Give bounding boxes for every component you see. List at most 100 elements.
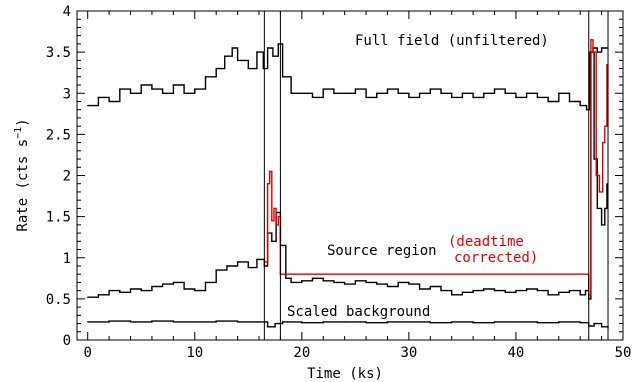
x-axis-label: Time (ks) <box>307 366 383 382</box>
x-tick-label: 40 <box>508 345 525 361</box>
data-point <box>290 92 292 94</box>
data-point <box>256 258 258 260</box>
data-point <box>119 291 121 293</box>
data-point <box>504 291 506 293</box>
data-point <box>547 100 549 103</box>
data-point <box>247 67 249 70</box>
data-point <box>236 321 239 323</box>
data-point <box>536 96 538 98</box>
annotation-deadtime-line2: corrected) <box>454 250 538 266</box>
data-point <box>386 285 389 288</box>
data-point <box>236 59 239 61</box>
data-point <box>333 92 335 94</box>
data-point <box>262 67 264 70</box>
data-point <box>204 76 207 78</box>
x-tick-label: 10 <box>186 345 203 361</box>
data-point <box>301 280 303 282</box>
data-point <box>140 290 142 292</box>
data-point <box>365 96 367 98</box>
data-point <box>365 281 367 284</box>
data-point <box>354 88 356 90</box>
data-point <box>595 174 597 177</box>
data-point <box>256 51 258 53</box>
data-point <box>272 55 274 57</box>
data-point <box>429 322 431 324</box>
data-point <box>568 100 571 103</box>
data-point <box>281 76 284 78</box>
data-point <box>236 261 239 263</box>
data-point <box>515 321 517 323</box>
data-point <box>376 283 378 285</box>
data-point <box>194 88 196 90</box>
data-point <box>277 216 279 218</box>
data-point <box>584 290 587 292</box>
data-point <box>579 104 581 107</box>
data-point <box>172 84 174 86</box>
y-tick-label: 3 <box>63 86 71 102</box>
data-point <box>429 88 431 90</box>
data-point <box>579 294 581 296</box>
data-point <box>301 322 303 324</box>
data-point <box>87 321 89 323</box>
annotation-scaled-background: Scaled background <box>287 304 430 320</box>
data-point <box>397 92 399 94</box>
data-point <box>483 92 485 94</box>
data-point <box>266 326 269 328</box>
y-tick-label: 0.5 <box>46 292 71 308</box>
data-point <box>568 290 571 292</box>
data-point <box>215 67 217 70</box>
data-point <box>590 39 592 41</box>
data-point <box>333 281 335 284</box>
annotation-deadtime-line1: (deadtime <box>448 234 524 250</box>
data-point <box>215 320 217 322</box>
data-point <box>322 88 324 90</box>
event-boundary-lines <box>263 11 609 340</box>
x-tick-label: 50 <box>615 345 632 361</box>
y-tick-label: 4 <box>63 4 71 20</box>
data-point <box>408 96 410 98</box>
data-point <box>183 288 185 290</box>
data-point <box>600 326 603 328</box>
y-tick-label: 1 <box>63 251 71 267</box>
data-point <box>604 47 606 49</box>
data-point <box>558 291 560 293</box>
data-point <box>606 183 608 185</box>
data-point <box>451 321 453 323</box>
data-point <box>596 207 598 209</box>
data-point <box>558 321 560 323</box>
data-point <box>275 224 277 226</box>
data-point <box>204 281 207 284</box>
data-point <box>266 183 269 185</box>
y-tick-label: 0 <box>63 333 71 349</box>
data-point <box>586 109 588 111</box>
data-point <box>493 88 496 90</box>
x-tick-label: 20 <box>293 345 310 361</box>
data-point <box>344 92 346 94</box>
data-point <box>129 92 132 94</box>
data-point <box>344 321 346 323</box>
data-point <box>108 100 110 103</box>
data-point <box>493 321 496 323</box>
data-point <box>408 283 410 285</box>
data-point <box>418 288 421 290</box>
series-full-field <box>87 43 608 111</box>
data-point <box>365 322 367 324</box>
data-point <box>87 296 89 298</box>
y-axis-label: Rate (cts s−1) <box>13 118 31 231</box>
data-point <box>440 290 442 292</box>
data-point <box>418 92 421 94</box>
data-point <box>526 92 528 94</box>
data-point <box>596 51 598 53</box>
data-point <box>386 321 389 323</box>
data-point <box>440 92 442 94</box>
x-tick-label: 0 <box>83 345 91 361</box>
data-point <box>322 280 324 282</box>
data-point <box>162 92 164 94</box>
data-point <box>273 207 275 209</box>
y-tick-label: 1.5 <box>46 210 71 226</box>
data-point <box>290 281 292 284</box>
data-point <box>258 321 260 323</box>
data-point <box>322 321 324 323</box>
data-point <box>151 285 153 288</box>
